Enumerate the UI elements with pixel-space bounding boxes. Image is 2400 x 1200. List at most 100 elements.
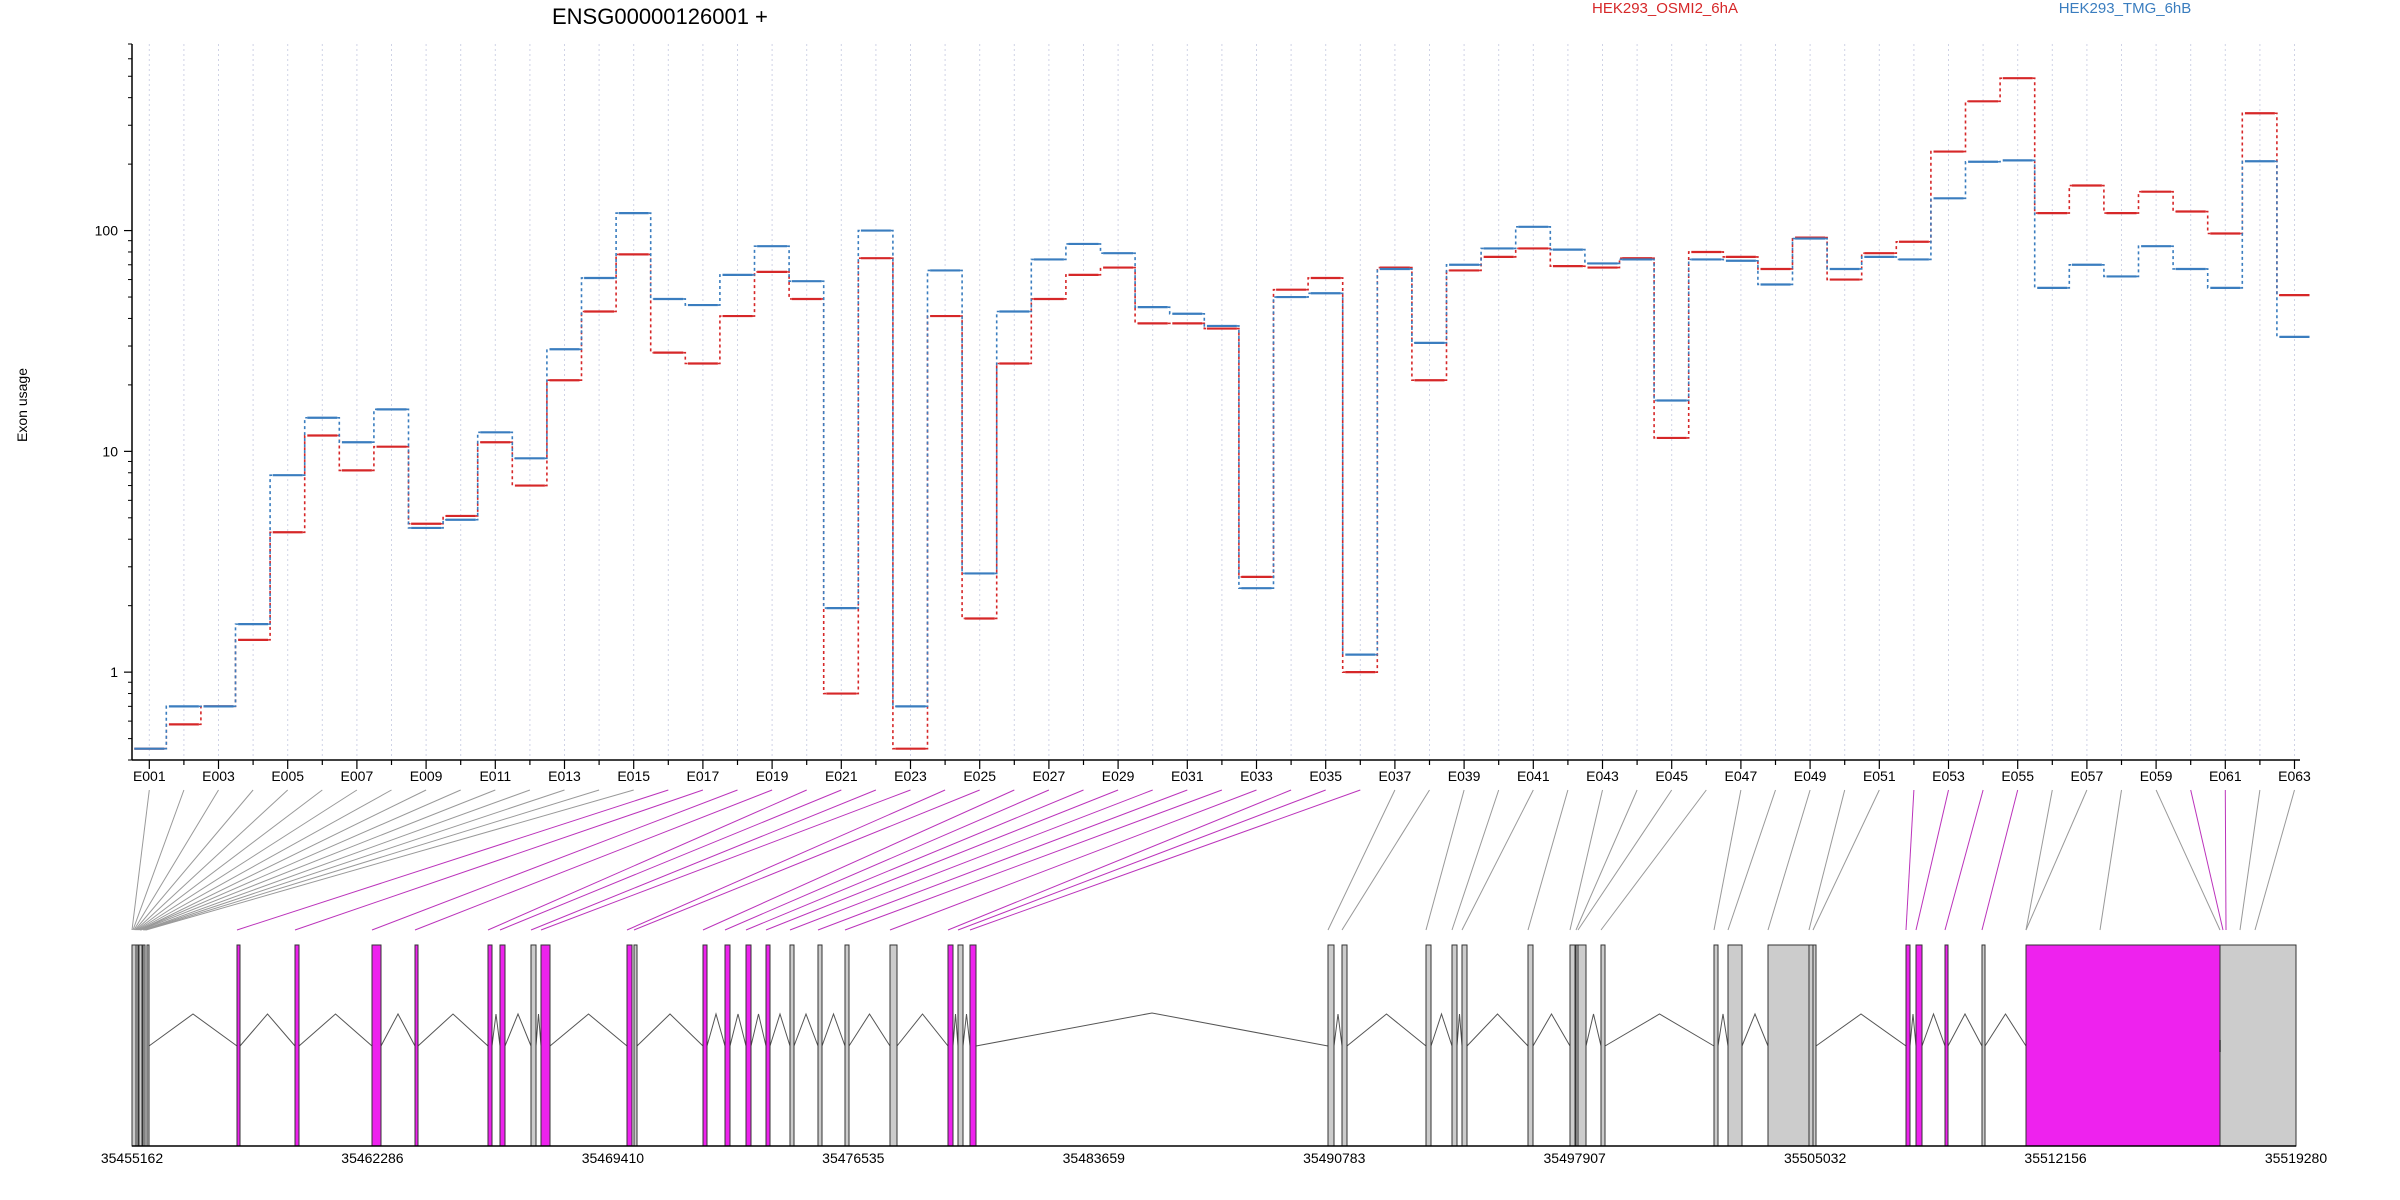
series-1-connector	[1098, 243, 1104, 254]
exon-block	[1713, 944, 1719, 1147]
x-tick-label-E059: E059	[2140, 768, 2173, 784]
exon-block	[1600, 944, 1606, 1147]
intron-line	[1333, 1013, 1343, 1047]
x-tick-label-E035: E035	[1309, 768, 1342, 784]
exon-block	[789, 944, 795, 1147]
x-tick-label-E045: E045	[1655, 768, 1688, 784]
exon-connector-E026	[702, 789, 1015, 931]
intron-line	[706, 1012, 726, 1047]
intron-line	[1430, 1012, 1453, 1047]
x-axis-ticks: E001 E003 E005 E007 E009 E011 E013 E015 E017 E019…	[133, 760, 2311, 784]
series-1-connector	[648, 212, 654, 300]
series-1-connector	[406, 408, 412, 529]
x-tick-label-E003: E003	[202, 768, 235, 784]
intron-line	[298, 1013, 373, 1047]
series-1-connector	[1825, 237, 1830, 270]
series-0-connector	[1859, 252, 1865, 281]
coordinate-label: 35490783	[1303, 1150, 1366, 1166]
exon-connector-E040	[1451, 789, 1500, 931]
intron-line	[535, 1013, 542, 1047]
x-tick-label-E049: E049	[1794, 768, 1827, 784]
x-tick-label-E025: E025	[963, 768, 996, 784]
exon-connector-E052	[1905, 789, 1915, 931]
series-1-connector	[1721, 258, 1726, 262]
x-tick-label-E033: E033	[1240, 768, 1273, 784]
intron-line	[896, 1013, 949, 1047]
intron-line	[1346, 1013, 1427, 1047]
exon-connector-E063	[2254, 789, 2295, 931]
exon-block	[371, 944, 382, 1147]
exon-connector-E051	[1812, 789, 1880, 931]
exon-block	[626, 944, 633, 1147]
x-tick-label-E023: E023	[894, 768, 927, 784]
intron-line	[239, 1013, 296, 1047]
series-1-connector	[268, 474, 273, 625]
series-0-connector	[2067, 184, 2072, 214]
exon-connector-E003	[133, 789, 219, 931]
x-tick-label-E055: E055	[2001, 768, 2034, 784]
intron-line	[848, 1013, 891, 1047]
exon-block	[745, 944, 752, 1147]
series-1-connector	[1755, 259, 1761, 286]
intron-line	[1532, 1013, 1571, 1047]
intron-line	[504, 1012, 532, 1047]
series-1-connector	[1859, 256, 1865, 270]
exon-connector-E041	[1461, 789, 1534, 931]
exon-block	[889, 944, 898, 1147]
exon-block	[487, 944, 493, 1147]
series-1-connector	[614, 212, 619, 279]
series-1-connector	[1271, 296, 1277, 589]
intron-line	[491, 1013, 501, 1047]
series-0-connector	[510, 441, 515, 487]
series-1-connector	[890, 229, 896, 708]
exon-block	[414, 944, 419, 1147]
intron-line	[417, 1013, 489, 1047]
series-0-connector	[2101, 184, 2107, 214]
intron-line	[1604, 1013, 1715, 1047]
series-1-connector	[2101, 263, 2107, 278]
exon-connector-E032	[844, 789, 1223, 931]
series-0-connector	[1098, 266, 1104, 276]
series-0-connector	[648, 253, 654, 354]
vertical-grid	[148, 44, 2295, 760]
series-0-connector	[717, 315, 723, 365]
series-0-connector	[1686, 251, 1692, 439]
x-tick-label-E063: E063	[2278, 768, 2311, 784]
exon-connector-E044	[1575, 789, 1638, 931]
series-0-connector	[856, 257, 861, 695]
exon-connector-E046	[1600, 789, 1707, 931]
series-1-connector	[960, 269, 965, 575]
series-1-connector	[821, 280, 827, 609]
intron-line	[975, 1012, 1329, 1047]
intron-line	[1466, 1013, 1529, 1047]
exon-block	[146, 944, 150, 1147]
series-1-connector	[2240, 160, 2245, 289]
exon-connector-E024	[626, 789, 946, 931]
exon-connector-E014	[144, 789, 600, 931]
exon-block	[540, 944, 551, 1147]
exon-connector-E018	[371, 789, 738, 931]
y-tick-label: 10	[102, 443, 118, 459]
coordinate-label: 35462286	[341, 1150, 404, 1166]
intron-line	[1717, 1013, 1729, 1047]
exon-connector-E050	[1808, 789, 1846, 931]
y-tick-label: 1	[110, 664, 118, 680]
series-0-connector	[337, 434, 342, 472]
exon-connector-E023	[540, 789, 911, 931]
exon-connector-E010	[139, 789, 461, 931]
exon-connector-E048	[1727, 789, 1776, 931]
coordinate-label: 35519280	[2265, 1150, 2328, 1166]
series-0-connector	[1306, 277, 1311, 291]
intron-line	[1947, 1012, 1983, 1047]
exon-connector-E020	[487, 789, 807, 931]
exon-block	[1812, 944, 1817, 1147]
exon-block	[499, 944, 506, 1147]
series-0-connector	[233, 639, 239, 708]
exon-block	[1944, 944, 1949, 1147]
series-0-connector	[2171, 190, 2176, 213]
x-tick-label-E053: E053	[1932, 768, 1965, 784]
series-1-connector	[544, 348, 550, 460]
series-0-connector	[2032, 77, 2038, 214]
intron-line	[148, 1013, 238, 1047]
series-1-connector	[1582, 248, 1588, 265]
